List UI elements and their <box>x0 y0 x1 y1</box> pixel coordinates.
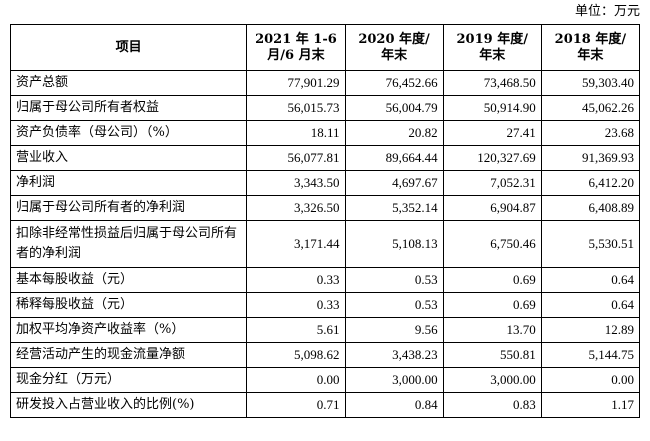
cell-value: 3,000.00 <box>344 367 444 393</box>
row-label: 归属于母公司所有者的净利润 <box>9 195 248 221</box>
row-label: 净利润 <box>9 170 248 196</box>
row-label: 基本每股收益（元） <box>9 267 248 293</box>
header-period-line2: 年末 <box>381 47 408 63</box>
header-period-2021h1: 2021 年 1-6 月/6 月末 <box>246 24 346 71</box>
table-row: 基本每股收益（元） 0.33 0.53 0.69 0.64 <box>9 267 641 293</box>
cell-value: 18.11 <box>246 120 346 146</box>
row-label: 归属于母公司所有者权益 <box>9 95 248 121</box>
cell-value: 0.84 <box>344 392 444 418</box>
cell-value: 4,697.67 <box>344 170 444 196</box>
header-period-line2: 年末 <box>577 47 604 63</box>
financial-data-table: 项目 2021 年 1-6 月/6 月末 2020 年度/ 年末 2019 年度… <box>9 24 641 418</box>
cell-value: 5,352.14 <box>344 195 444 221</box>
cell-value: 0.33 <box>246 292 346 318</box>
table-row: 营业收入 56,077.81 89,664.44 120,327.69 91,3… <box>9 145 641 171</box>
cell-value: 56,015.73 <box>246 95 346 121</box>
table-header-row: 项目 2021 年 1-6 月/6 月末 2020 年度/ 年末 2019 年度… <box>9 24 641 71</box>
row-label: 稀释每股收益（元） <box>9 292 248 318</box>
row-label: 研发投入占营业收入的比例(%) <box>9 392 248 418</box>
cell-value: 5,108.13 <box>344 220 444 268</box>
cell-value: 89,664.44 <box>344 145 444 171</box>
unit-label: 单位：万元 <box>574 4 640 19</box>
table-row: 归属于母公司所有者权益 56,015.73 56,004.79 50,914.9… <box>9 95 641 121</box>
cell-value: 5,098.62 <box>246 342 346 368</box>
cell-value: 6,412.20 <box>540 170 641 196</box>
cell-value: 45,062.26 <box>540 95 641 121</box>
table-row: 资产总额 77,901.29 76,452.66 73,468.50 59,30… <box>9 70 641 96</box>
cell-value: 3,438.23 <box>344 342 444 368</box>
table-row: 归属于母公司所有者的净利润 3,326.50 5,352.14 6,904.87… <box>9 195 641 221</box>
table-row: 资产负债率（母公司）（%） 18.11 20.82 27.41 23.68 <box>9 120 641 146</box>
cell-value: 0.53 <box>344 292 444 318</box>
cell-value: 50,914.90 <box>442 95 542 121</box>
header-period-2019: 2019 年度/ 年末 <box>442 24 542 71</box>
cell-value: 59,303.40 <box>540 70 641 96</box>
table-row: 净利润 3,343.50 4,697.67 7,052.31 6,412.20 <box>9 170 641 196</box>
cell-value: 0.69 <box>442 267 542 293</box>
cell-value: 6,408.89 <box>540 195 641 221</box>
cell-value: 13.70 <box>442 317 542 343</box>
cell-value: 6,750.46 <box>442 220 542 268</box>
header-period-line2: 年末 <box>479 47 506 63</box>
cell-value: 5,144.75 <box>540 342 641 368</box>
cell-value: 0.00 <box>540 367 641 393</box>
cell-value: 3,326.50 <box>246 195 346 221</box>
cell-value: 0.71 <box>246 392 346 418</box>
cell-value: 1.17 <box>540 392 641 418</box>
cell-value: 56,004.79 <box>344 95 444 121</box>
table-row: 研发投入占营业收入的比例(%) 0.71 0.84 0.83 1.17 <box>9 392 641 418</box>
header-item: 项目 <box>9 24 248 71</box>
cell-value: 0.64 <box>540 267 641 293</box>
cell-value: 91,369.93 <box>540 145 641 171</box>
row-label: 资产负债率（母公司）（%） <box>9 120 248 146</box>
cell-value: 23.68 <box>540 120 641 146</box>
table-row: 稀释每股收益（元） 0.33 0.53 0.69 0.64 <box>9 292 641 318</box>
cell-value: 0.83 <box>442 392 542 418</box>
header-period-line1: 2020 年度/ <box>358 31 430 47</box>
cell-value: 7,052.31 <box>442 170 542 196</box>
cell-value: 0.53 <box>344 267 444 293</box>
cell-value: 0.33 <box>246 267 346 293</box>
cell-value: 5.61 <box>246 317 346 343</box>
cell-value: 6,904.87 <box>442 195 542 221</box>
row-label: 资产总额 <box>9 70 248 96</box>
row-label: 现金分红（万元） <box>9 367 248 393</box>
cell-value: 20.82 <box>344 120 444 146</box>
header-period-line2: 月/6 月末 <box>267 47 325 63</box>
table-row: 加权平均净资产收益率（%） 5.61 9.56 13.70 12.89 <box>9 317 641 343</box>
table-row: 现金分红（万元） 0.00 3,000.00 3,000.00 0.00 <box>9 367 641 393</box>
table-row: 经营活动产生的现金流量净额 5,098.62 3,438.23 550.81 5… <box>9 342 641 368</box>
cell-value: 56,077.81 <box>246 145 346 171</box>
cell-value: 77,901.29 <box>246 70 346 96</box>
row-label: 经营活动产生的现金流量净额 <box>9 342 248 368</box>
cell-value: 3,171.44 <box>246 220 346 268</box>
cell-value: 550.81 <box>442 342 542 368</box>
cell-value: 120,327.69 <box>442 145 542 171</box>
cell-value: 76,452.66 <box>344 70 444 96</box>
row-label: 扣除非经常性损益后归属于母公司所有者的净利润 <box>9 220 248 268</box>
row-label: 营业收入 <box>9 145 248 171</box>
cell-value: 12.89 <box>540 317 641 343</box>
table-row: 扣除非经常性损益后归属于母公司所有者的净利润 3,171.44 5,108.13… <box>9 220 641 268</box>
header-period-2020: 2020 年度/ 年末 <box>344 24 444 71</box>
header-period-line1: 2018 年度/ <box>554 31 627 47</box>
header-period-2018: 2018 年度/ 年末 <box>540 24 641 71</box>
cell-value: 73,468.50 <box>442 70 542 96</box>
cell-value: 27.41 <box>442 120 542 146</box>
cell-value: 3,000.00 <box>442 367 542 393</box>
cell-value: 0.69 <box>442 292 542 318</box>
cell-value: 3,343.50 <box>246 170 346 196</box>
cell-value: 0.00 <box>246 367 346 393</box>
header-period-line1: 2021 年 1-6 <box>255 31 337 47</box>
row-label: 加权平均净资产收益率（%） <box>9 317 248 343</box>
cell-value: 9.56 <box>344 317 444 343</box>
cell-value: 0.64 <box>540 292 641 318</box>
cell-value: 5,530.51 <box>540 220 641 268</box>
header-period-line1: 2019 年度/ <box>456 31 528 47</box>
